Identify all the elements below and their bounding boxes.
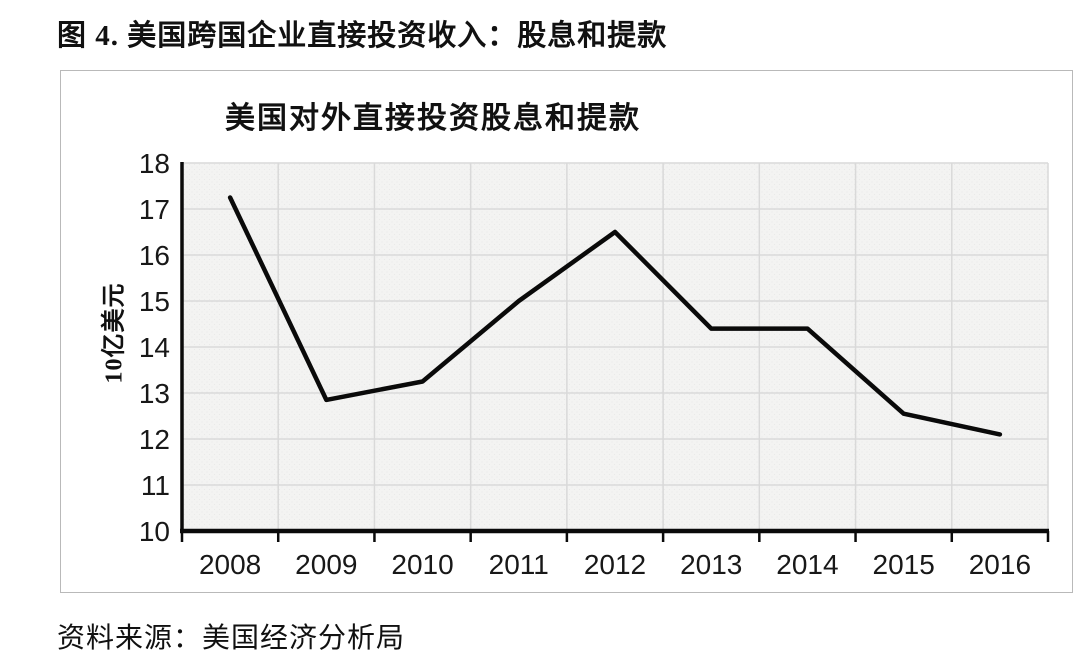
axes (180, 162, 1050, 542)
y-tick-label: 17 (139, 194, 170, 225)
x-tick-label: 2015 (873, 549, 935, 580)
source-note: 资料来源：美国经济分析局 (57, 623, 406, 654)
x-tick-label: 2016 (969, 549, 1031, 580)
x-tick-label: 2011 (489, 549, 549, 580)
x-tick-label: 2009 (295, 549, 357, 580)
line-chart: 10 11 12 13 14 15 16 17 18 2008 2009 2010 2011 2012 20… (139, 148, 1050, 580)
axis-labels: 10 11 12 13 14 15 16 17 18 2008 2009 2010 2011 2012 20… (139, 148, 1031, 580)
y-tick-label: 15 (139, 286, 170, 317)
y-tick-label: 16 (139, 240, 170, 271)
data-line (227, 195, 1003, 437)
y-tick-label: 12 (139, 424, 170, 455)
chart-title: 美国对外直接投资股息和提款 (225, 102, 641, 135)
x-tick-label: 2012 (584, 549, 646, 580)
y-tick-label: 10 (139, 516, 170, 547)
x-tick-label: 2014 (776, 549, 838, 580)
figure-title: 图 4. 美国跨国企业直接投资收入：股息和提款 (57, 20, 668, 52)
data-series (227, 195, 1003, 437)
chart-container: 美国对外直接投资股息和提款 10亿美元 10 11 12 13 14 15 16 17 18 20… (60, 70, 1073, 593)
y-tick-label: 14 (139, 332, 170, 363)
y-tick-label: 13 (139, 378, 170, 409)
gridlines (182, 162, 1049, 532)
y-tick-label: 11 (141, 470, 170, 501)
y-tick-label: 18 (139, 148, 170, 179)
x-tick-label: 2008 (199, 549, 261, 580)
x-tick-label: 2010 (391, 549, 453, 580)
x-tick-label: 2013 (680, 549, 742, 580)
